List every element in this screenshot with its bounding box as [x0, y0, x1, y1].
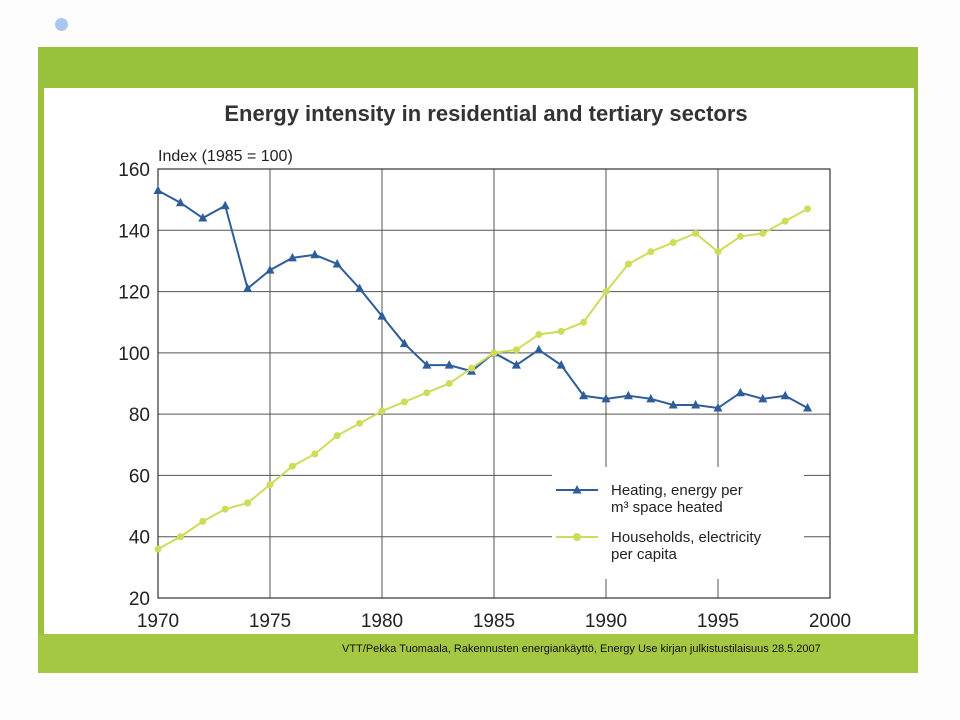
data-point-heating	[646, 393, 656, 403]
x-tick-label: 1990	[585, 611, 627, 632]
data-point-heating	[175, 197, 185, 207]
y-tick-label: 40	[129, 528, 150, 549]
legend-label: per capita	[611, 546, 678, 563]
data-point-households	[154, 545, 162, 553]
data-point-households	[333, 432, 341, 440]
data-point-households	[692, 229, 700, 237]
data-point-households	[445, 380, 453, 387]
data-point-heating	[444, 360, 454, 369]
data-point-households	[423, 389, 431, 397]
data-point-households	[580, 318, 588, 326]
x-tick-label: 1995	[697, 611, 739, 632]
source-caption: VTT/Pekka Tuomaala, Rakennusten energian…	[342, 643, 821, 655]
data-point-households	[176, 533, 184, 541]
series-layer	[153, 185, 813, 553]
data-point-households	[781, 217, 789, 225]
data-point-heating	[220, 200, 230, 210]
data-point-heating	[399, 338, 409, 348]
data-point-heating	[534, 344, 544, 354]
legend-label: Heating, energy per	[611, 482, 743, 499]
data-point-households	[714, 248, 722, 256]
x-tick-label: 1975	[249, 611, 291, 632]
data-point-households	[557, 327, 565, 335]
data-point-heating	[198, 213, 208, 222]
footer-bar	[38, 634, 918, 673]
x-tick-label: 2000	[809, 611, 851, 632]
data-point-households	[468, 364, 476, 372]
x-tick-label: 1985	[473, 611, 515, 632]
data-point-heating	[355, 283, 365, 293]
data-point-heating	[377, 311, 387, 320]
legend-label: Households, electricity	[611, 529, 762, 546]
data-point-heating	[623, 390, 633, 400]
data-point-households	[400, 398, 408, 406]
data-point-heating	[243, 283, 253, 293]
plot-border	[157, 168, 831, 599]
data-point-heating	[310, 249, 320, 259]
data-point-heating	[153, 185, 163, 194]
series-line	[157, 207, 809, 550]
data-point-heating	[287, 252, 297, 262]
legend-box	[552, 467, 804, 579]
data-point-households	[490, 349, 498, 357]
data-point-heating	[758, 393, 768, 403]
data-point-households	[266, 481, 274, 489]
data-point-households	[356, 419, 364, 427]
data-point-heating	[691, 399, 701, 409]
data-point-heating	[780, 390, 790, 400]
data-point-households	[602, 288, 610, 296]
data-point-households	[244, 499, 252, 507]
y-tick-label: 20	[129, 589, 150, 610]
data-point-households	[647, 248, 655, 256]
data-point-heating	[511, 360, 521, 369]
data-point-households	[669, 239, 677, 247]
y-tick-label: 140	[118, 221, 150, 242]
y-tick-label: 60	[129, 466, 150, 487]
data-point-households	[804, 205, 812, 213]
y-tick-label: 100	[118, 344, 150, 365]
data-point-households	[199, 517, 207, 525]
data-point-heating	[713, 403, 723, 412]
data-point-households	[221, 505, 229, 513]
data-point-households	[736, 232, 744, 240]
y-tick-label: 80	[129, 405, 150, 426]
y-tick-label: 120	[118, 283, 150, 304]
data-point-heating	[579, 390, 589, 400]
data-point-households	[624, 260, 632, 268]
legend-marker-triangle	[572, 485, 582, 494]
data-point-households	[535, 330, 543, 338]
legend-marker-circle	[573, 533, 581, 541]
x-tick-label: 1980	[361, 611, 403, 632]
y-axis-label: Index (1985 = 100)	[158, 148, 293, 165]
data-point-heating	[422, 360, 432, 369]
tick-labels: 20 40 60 80 100 120 140 160 1970 1975 1980 1985 1990…	[118, 160, 851, 632]
series-line	[157, 189, 809, 410]
data-point-heating	[601, 393, 611, 403]
data-point-households	[288, 462, 296, 470]
x-tick-label: 1970	[137, 611, 179, 632]
data-point-heating	[265, 265, 275, 274]
data-point-heating	[803, 403, 813, 412]
data-point-households	[512, 346, 520, 354]
data-point-heating	[332, 258, 342, 268]
data-point-heating	[556, 360, 566, 369]
data-point-households	[378, 407, 386, 415]
chart-title: Energy intensity in residential and tert…	[224, 101, 747, 126]
y-tick-label: 160	[118, 160, 150, 181]
data-point-heating	[735, 387, 745, 397]
data-point-households	[311, 450, 319, 458]
legend-label: m³ space heated	[611, 499, 723, 516]
data-point-heating	[668, 399, 678, 409]
grid-lines	[157, 168, 831, 599]
data-point-households	[759, 229, 767, 237]
slide-bullet-dot	[55, 18, 68, 31]
